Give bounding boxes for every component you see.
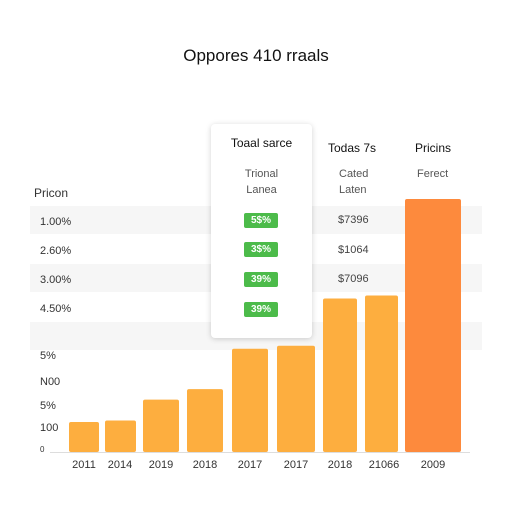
- bar-2017: [232, 348, 268, 452]
- bar-2018: [187, 389, 223, 452]
- tooltip-subtitle: Trional: [244, 168, 279, 180]
- x-tick-label: 2018: [193, 459, 217, 471]
- y-tick-label: 100: [40, 422, 59, 434]
- percent-badge: 39%: [244, 272, 278, 287]
- column-subtitle: Laten: [339, 184, 367, 196]
- table-value: $7396: [338, 214, 369, 226]
- x-tick-label: 2011: [72, 459, 96, 471]
- column-header: Todas 7s: [328, 141, 377, 155]
- x-tick-label: 2019: [149, 459, 173, 471]
- y-tick-label: 0: [40, 445, 45, 454]
- x-tick-label: 21066: [369, 459, 400, 471]
- y-tick-label: 1.00%: [40, 216, 72, 228]
- y-tick-label: 5%: [40, 350, 56, 362]
- column-subtitle: Ferect: [417, 168, 449, 180]
- y-axis-label: Pricon: [34, 186, 69, 200]
- bar-2014: [105, 420, 136, 452]
- bar-2019: [143, 399, 179, 452]
- percent-badge: 5$%: [244, 213, 278, 228]
- y-tick-label: 3.00%: [40, 274, 72, 286]
- column-header: Pricins: [415, 141, 452, 155]
- percent-badge: 39%: [244, 302, 278, 317]
- bar-2011: [69, 422, 99, 452]
- column-subtitle: Cated: [339, 168, 369, 180]
- bar-2009: [405, 198, 461, 452]
- tooltip-title: Toaal sarce: [230, 136, 293, 150]
- x-tick-label: 2009: [421, 459, 445, 471]
- x-tick-label: 2014: [108, 459, 132, 471]
- bar-2017: [277, 345, 315, 452]
- y-tick-label: N00: [40, 376, 61, 388]
- x-tick-label: 2017: [238, 459, 262, 471]
- bar-21066: [365, 295, 398, 452]
- tooltip-card: Toaal sarce Trional Lanea 5$% 3$% 39% 39…: [211, 124, 312, 338]
- y-tick-label: 5%: [40, 400, 56, 412]
- chart-title: Oppores 410 rraals: [183, 46, 329, 65]
- tooltip-subtitle: Lanea: [246, 184, 277, 196]
- x-tick-label: 2018: [328, 459, 352, 471]
- percent-badge: 3$%: [244, 242, 278, 257]
- y-tick-label: 4.50%: [40, 303, 72, 315]
- table-value: $7096: [338, 273, 369, 285]
- table-value: $1064: [338, 244, 369, 256]
- x-tick-label: 2017: [284, 459, 308, 471]
- bar-2018: [323, 298, 357, 452]
- y-tick-label: 2.60%: [40, 245, 72, 257]
